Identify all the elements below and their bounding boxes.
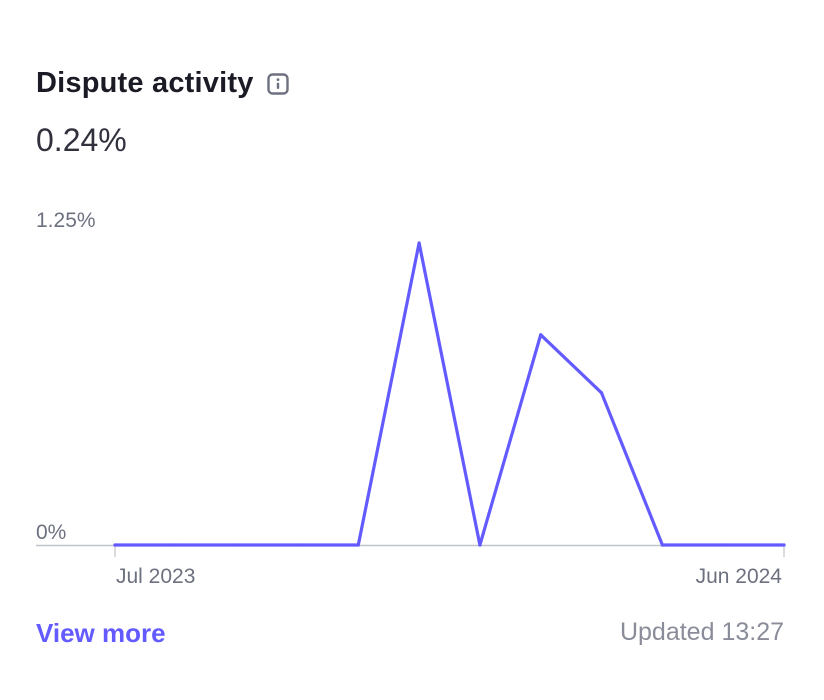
x-tick-label: Jul 2023 bbox=[116, 565, 195, 588]
data-point bbox=[599, 391, 604, 395]
metric-value: 0.24% bbox=[36, 122, 127, 158]
data-point bbox=[356, 543, 360, 547]
y-tick-label: 1.25% bbox=[36, 209, 96, 232]
updated-status: Updated 13:27 bbox=[620, 618, 784, 647]
card-header: Dispute activity bbox=[36, 62, 290, 104]
data-point bbox=[782, 543, 786, 547]
data-point bbox=[478, 543, 482, 547]
data-point bbox=[721, 543, 725, 547]
data-point bbox=[660, 543, 664, 547]
view-more-link[interactable]: View more bbox=[36, 618, 166, 648]
series-line bbox=[113, 241, 786, 547]
updated-time: 13:27 bbox=[721, 618, 784, 646]
info-icon[interactable] bbox=[266, 72, 290, 96]
data-point bbox=[539, 333, 543, 337]
data-point bbox=[235, 543, 239, 547]
data-point bbox=[113, 543, 117, 547]
x-tick-label: Jun 2024 bbox=[696, 565, 783, 588]
data-point bbox=[295, 543, 300, 547]
updated-prefix: Updated bbox=[619, 618, 715, 646]
data-point bbox=[417, 241, 421, 245]
y-tick-label: 0% bbox=[36, 521, 66, 544]
data-point bbox=[174, 543, 178, 547]
card-title: Dispute activity bbox=[36, 66, 254, 99]
